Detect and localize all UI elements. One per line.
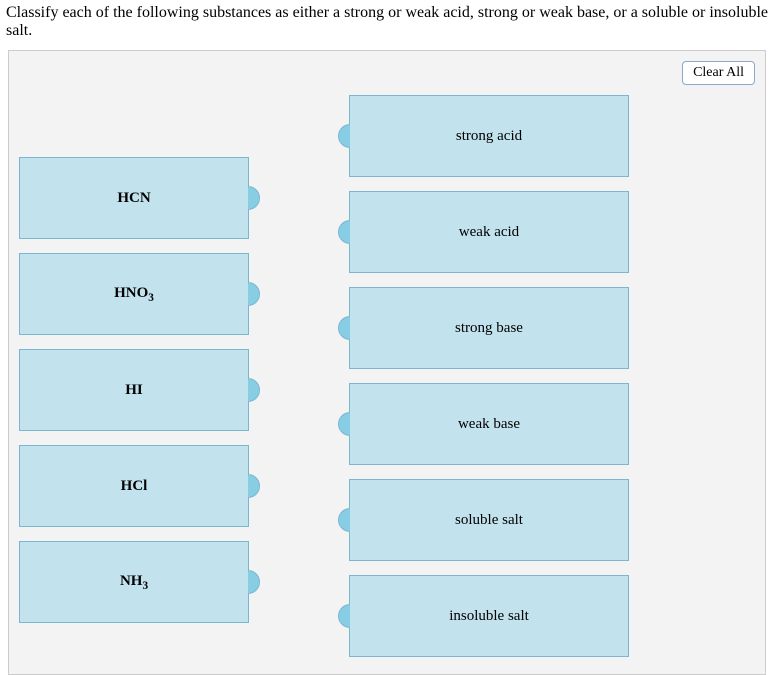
question-prompt: Classify each of the following substance… <box>0 0 774 50</box>
target-item[interactable]: strong base <box>349 287 629 369</box>
drop-slot-icon[interactable] <box>338 508 350 532</box>
clear-all-button[interactable]: Clear All <box>682 61 755 85</box>
drag-nub-icon[interactable] <box>248 378 260 402</box>
source-column: HCN HNO3 HI HCl NH3 <box>19 95 249 637</box>
source-label: NH3 <box>120 573 148 592</box>
columns: HCN HNO3 HI HCl NH3 strong <box>19 95 755 655</box>
drag-nub-icon[interactable] <box>248 474 260 498</box>
source-label: HI <box>125 382 143 399</box>
drop-slot-icon[interactable] <box>338 124 350 148</box>
toolbar: Clear All <box>19 59 755 95</box>
target-item[interactable]: soluble salt <box>349 479 629 561</box>
matching-panel: Clear All HCN HNO3 HI HCl NH3 <box>8 50 766 675</box>
target-label: strong acid <box>456 128 522 145</box>
drag-nub-icon[interactable] <box>248 282 260 306</box>
target-column: strong acid weak acid strong base weak b… <box>349 95 629 671</box>
target-label: insoluble salt <box>449 608 529 625</box>
target-item[interactable]: weak base <box>349 383 629 465</box>
drop-slot-icon[interactable] <box>338 316 350 340</box>
target-label: strong base <box>455 320 523 337</box>
source-label: HCl <box>121 478 148 495</box>
target-label: weak acid <box>459 224 519 241</box>
target-item[interactable]: strong acid <box>349 95 629 177</box>
source-item[interactable]: HCN <box>19 157 249 239</box>
drag-nub-icon[interactable] <box>248 570 260 594</box>
target-item[interactable]: weak acid <box>349 191 629 273</box>
source-item[interactable]: NH3 <box>19 541 249 623</box>
drop-slot-icon[interactable] <box>338 604 350 628</box>
target-label: soluble salt <box>455 512 523 529</box>
target-label: weak base <box>458 416 520 433</box>
source-item[interactable]: HCl <box>19 445 249 527</box>
source-item[interactable]: HNO3 <box>19 253 249 335</box>
source-label: HCN <box>117 190 150 207</box>
drag-nub-icon[interactable] <box>248 186 260 210</box>
source-item[interactable]: HI <box>19 349 249 431</box>
drop-slot-icon[interactable] <box>338 412 350 436</box>
source-label: HNO3 <box>114 285 154 304</box>
drop-slot-icon[interactable] <box>338 220 350 244</box>
target-item[interactable]: insoluble salt <box>349 575 629 657</box>
